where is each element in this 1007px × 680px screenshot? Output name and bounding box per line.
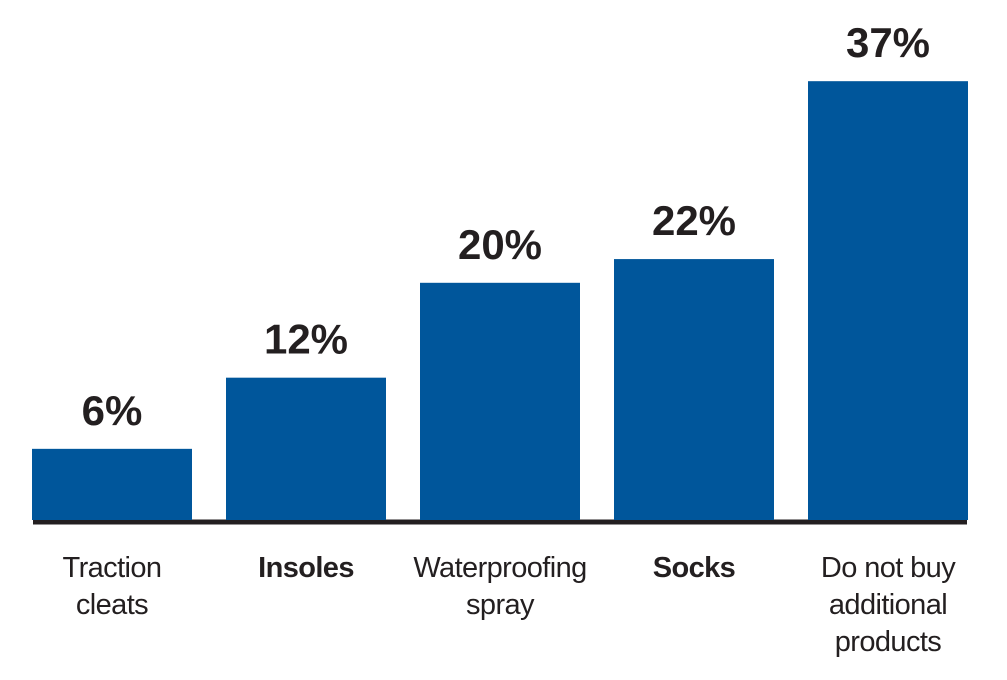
category-label: Socks — [652, 552, 736, 584]
value-label: 6% — [82, 387, 143, 434]
bar — [614, 259, 774, 520]
bar — [226, 377, 386, 520]
value-label: 20% — [458, 221, 542, 268]
category-label: Waterproofing spray — [413, 552, 587, 621]
bar — [32, 448, 192, 520]
category-label: Insoles — [258, 552, 354, 584]
bar — [808, 81, 968, 521]
value-label: 12% — [264, 316, 348, 363]
category-label: Do not buy additional products — [820, 552, 956, 658]
value-label: 22% — [652, 197, 736, 244]
value-label: 37% — [846, 19, 930, 66]
bar — [420, 282, 580, 520]
category-label: Traction cleats — [62, 552, 162, 621]
